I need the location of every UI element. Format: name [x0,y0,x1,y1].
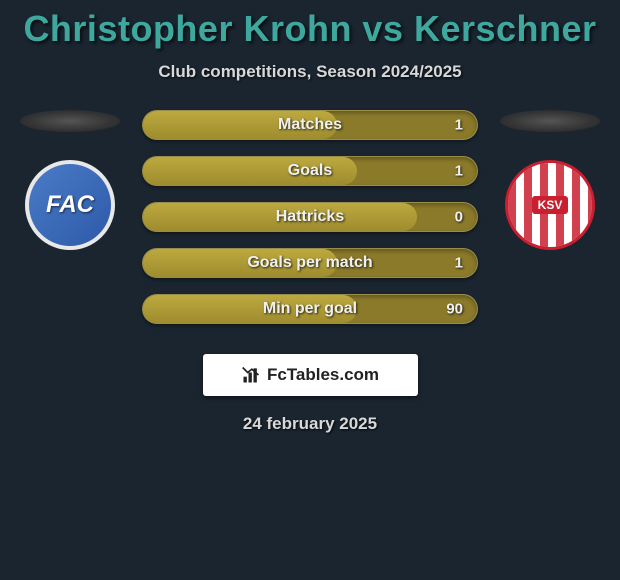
right-player-column: KSV [490,110,610,250]
stat-label: Min per goal [263,300,357,318]
stat-value-right: 0 [455,209,463,226]
page-title: Christopher Krohn vs Kerschner [0,8,620,50]
stat-bar: Goals 1 [142,156,478,186]
page-subtitle: Club competitions, Season 2024/2025 [0,62,620,82]
date-line: 24 february 2025 [0,414,620,434]
main-row: FAC Matches 1 Goals 1 Hattricks 0 Goals per ma… [0,110,620,340]
branding-text: FcTables.com [267,365,379,385]
stat-bar: Matches 1 [142,110,478,140]
stat-value-right: 1 [455,117,463,134]
stat-label: Hattricks [276,208,344,226]
stats-column: Matches 1 Goals 1 Hattricks 0 Goals per match 1… [130,110,490,340]
comparison-card: Christopher Krohn vs Kerschner Club comp… [0,0,620,434]
player-silhouette-shadow [20,110,120,132]
stat-value-right: 90 [446,301,463,318]
stat-value-right: 1 [455,255,463,272]
stat-label: Goals [288,162,332,180]
stat-bar: Hattricks 0 [142,202,478,232]
left-club-badge: FAC [25,160,115,250]
stat-label: Matches [278,116,342,134]
left-player-column: FAC [10,110,130,250]
stat-bar: Goals per match 1 [142,248,478,278]
right-club-badge: KSV [505,160,595,250]
left-club-badge-label: FAC [46,191,94,219]
right-club-badge-label: KSV [532,196,569,214]
branding-box[interactable]: FcTables.com [203,354,418,396]
player-silhouette-shadow [500,110,600,132]
stat-value-right: 1 [455,163,463,180]
bar-chart-icon [241,365,261,385]
stat-bar: Min per goal 90 [142,294,478,324]
stat-label: Goals per match [247,254,372,272]
